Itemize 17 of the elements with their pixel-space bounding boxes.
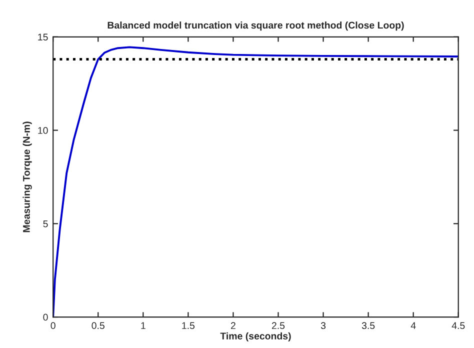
x-axis-title: Time (seconds) [220,332,291,342]
x-tick-label: 4.5 [452,322,465,330]
y-tick-label: 0 [43,314,48,321]
y-axis-title: Measuring Torque (N-m) [22,122,32,232]
y-tick-label: 10 [38,127,48,134]
x-tick-label: 2 [230,322,236,329]
chart-title: Balanced model truncation via square root method (Close Loop) [108,22,404,31]
y-tick-label: 5 [43,220,48,228]
x-tick-label: 0.5 [92,322,104,330]
x-tick-label: 1.5 [182,322,195,330]
x-tick-label: 3.5 [362,322,375,330]
x-tick-label: 0 [50,322,56,330]
x-tick-label: 1 [141,322,146,329]
x-tick-label: 4 [410,322,416,329]
x-tick-label: 2.5 [272,322,285,330]
x-tick-label: 3 [320,322,326,330]
y-tick-label: 15 [38,34,48,41]
